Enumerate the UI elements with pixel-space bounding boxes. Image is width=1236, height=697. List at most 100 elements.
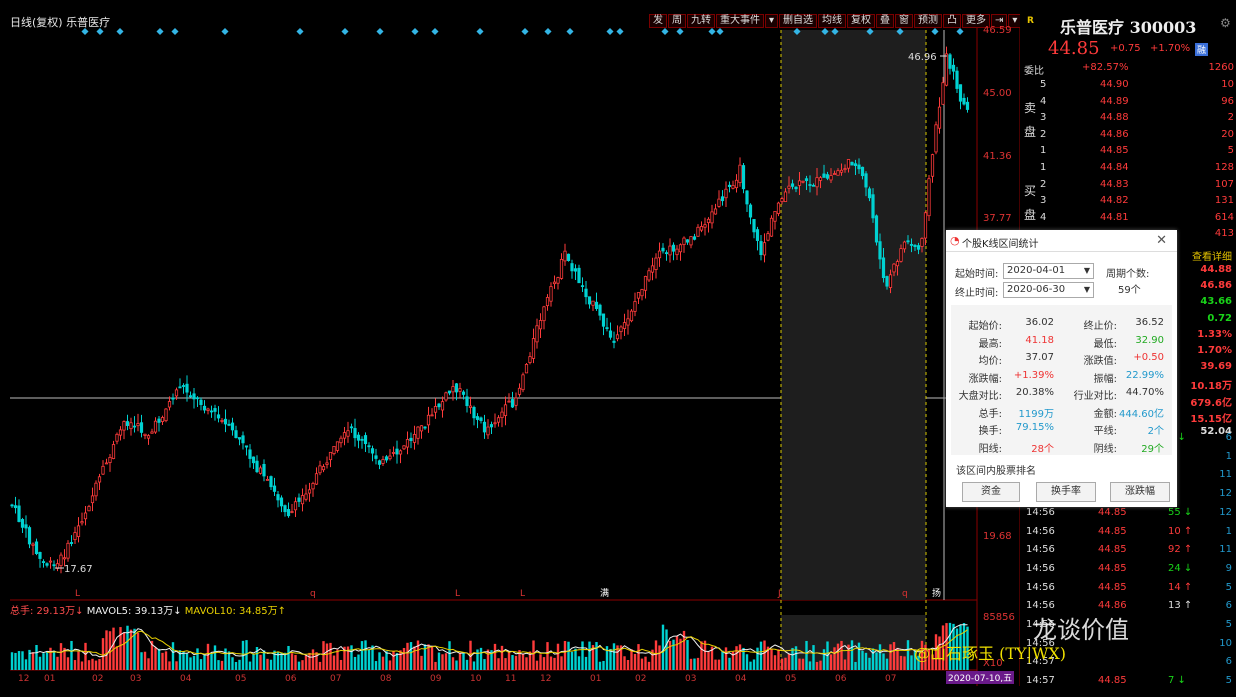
candle-body <box>573 268 578 272</box>
volume-total: 总手: 29.13万↓ <box>10 606 84 617</box>
volume-bar <box>910 655 913 670</box>
volume-bar <box>318 661 322 670</box>
volume-bar <box>497 658 500 670</box>
toolbar-button[interactable]: 叠 <box>876 14 895 28</box>
gear-icon[interactable]: ⚙ <box>1220 16 1231 30</box>
volume-bar <box>161 652 164 670</box>
candle-body <box>675 248 679 256</box>
close-icon[interactable]: ✕ <box>1156 233 1167 248</box>
tick-count: 11 <box>1219 544 1232 556</box>
toolbar-button[interactable]: ⇥ <box>991 14 1008 28</box>
volume-bar <box>248 661 252 670</box>
toolbar-button[interactable]: ▾ <box>1008 14 1022 28</box>
event-marker-icon <box>606 27 614 36</box>
candle-body <box>650 265 655 273</box>
candle-body <box>860 166 865 177</box>
toolbar-button[interactable]: 周 <box>668 14 686 28</box>
volume-bar <box>280 652 283 670</box>
volume-bar <box>31 652 35 670</box>
toolbar-button[interactable]: 发 <box>649 14 667 28</box>
toolbar-button[interactable]: 复权 <box>847 14 876 28</box>
toolbar-button[interactable]: 均线 <box>818 14 847 28</box>
view-detail-link[interactable]: 查看详细 <box>1192 252 1232 263</box>
turnover-rank-button[interactable]: 换手率 <box>1036 482 1096 502</box>
candle-body <box>486 426 490 436</box>
candle-body <box>164 408 168 422</box>
toolbar-button[interactable]: 九转 <box>687 14 715 28</box>
toolbar-button[interactable]: 重大事件 <box>716 14 764 28</box>
candle-body <box>171 397 175 400</box>
volume-bar <box>224 648 227 670</box>
event-marker-icon <box>156 27 164 36</box>
toolbar-button[interactable]: 凸 <box>943 14 962 28</box>
toolbar-button[interactable]: 删自选 <box>779 14 818 28</box>
toolbar-button[interactable]: 更多 <box>962 14 991 28</box>
event-marker-icon <box>793 27 801 36</box>
volume-bar <box>619 645 623 670</box>
quote-stat-value: 15.15亿 <box>1190 413 1232 425</box>
candle-body <box>66 542 70 559</box>
candle-body <box>601 313 606 327</box>
volume-bar <box>157 648 161 670</box>
candle-body <box>234 430 238 439</box>
candle-body <box>426 414 431 426</box>
tick-time: 14:57 <box>1026 656 1055 668</box>
volume-bar <box>14 652 17 670</box>
candle-body <box>871 194 875 219</box>
date-tag: 2020-07-10,五 <box>946 671 1015 684</box>
toolbar-button[interactable]: ▾ <box>765 14 779 28</box>
end-time-select[interactable]: 2020-06-30 ▼ <box>1003 282 1094 298</box>
candle-body <box>839 169 844 173</box>
buy-level-row: 4 44.81 614 <box>1022 212 1234 228</box>
candle-body <box>549 286 553 302</box>
volume-bar <box>623 656 626 670</box>
volume-bar <box>934 634 938 670</box>
candle-body <box>118 429 123 436</box>
volume-bar <box>199 659 203 670</box>
volume-bar <box>122 632 126 670</box>
event-marker-icon <box>341 27 349 36</box>
volume-bar <box>297 661 301 670</box>
candle-body <box>216 414 221 419</box>
tick-time: 14:56 <box>1026 525 1055 537</box>
fund-rank-button[interactable]: 资金 <box>962 482 1020 502</box>
mavol5-label: MAVOL5: 39.13万↓ <box>86 606 182 617</box>
cell: 5 <box>1227 145 1234 156</box>
candle-body <box>230 422 235 431</box>
candle-body <box>45 563 49 566</box>
stat-value: 2个 <box>1147 426 1164 437</box>
toolbar-button[interactable]: 预测 <box>914 14 943 28</box>
cell: 20 <box>1221 128 1234 140</box>
stat-value: 37.07 <box>1025 352 1054 363</box>
stat-value: 444.60亿 <box>1119 408 1164 420</box>
mavol10-line <box>47 629 968 656</box>
volume-bar <box>490 650 493 670</box>
volume-bar <box>259 654 262 670</box>
cell: 44.89 <box>1100 95 1129 107</box>
candle-body <box>444 392 448 401</box>
candle-body <box>713 208 718 215</box>
buy-level-row: 2 44.83 107 <box>1022 179 1234 195</box>
start-time-select[interactable]: 2020-04-01 ▼ <box>1003 263 1094 279</box>
x-axis-tick-label: 05 <box>785 674 796 684</box>
candle-body <box>20 519 25 528</box>
volume-bar <box>213 645 217 670</box>
candle-body <box>181 385 186 387</box>
sell-level-row: 1 44.85 5 <box>1022 145 1234 161</box>
candle-body <box>150 431 154 434</box>
event-tag-label: q <box>310 589 316 599</box>
tick-price: 44.85 <box>1098 525 1127 537</box>
toolbar-button[interactable]: 窗 <box>895 14 914 28</box>
volume-bar <box>773 655 777 670</box>
volume-bar <box>511 655 514 670</box>
change-rank-button[interactable]: 涨跌幅 <box>1110 482 1170 502</box>
candle-body <box>584 288 588 298</box>
candle-body <box>237 437 242 440</box>
candle-body <box>465 396 469 407</box>
volume-bar <box>640 658 644 670</box>
candle-body <box>174 389 179 397</box>
volume-bar <box>658 645 661 670</box>
volume-bar <box>406 642 409 670</box>
cell: 44.86 <box>1100 128 1129 140</box>
